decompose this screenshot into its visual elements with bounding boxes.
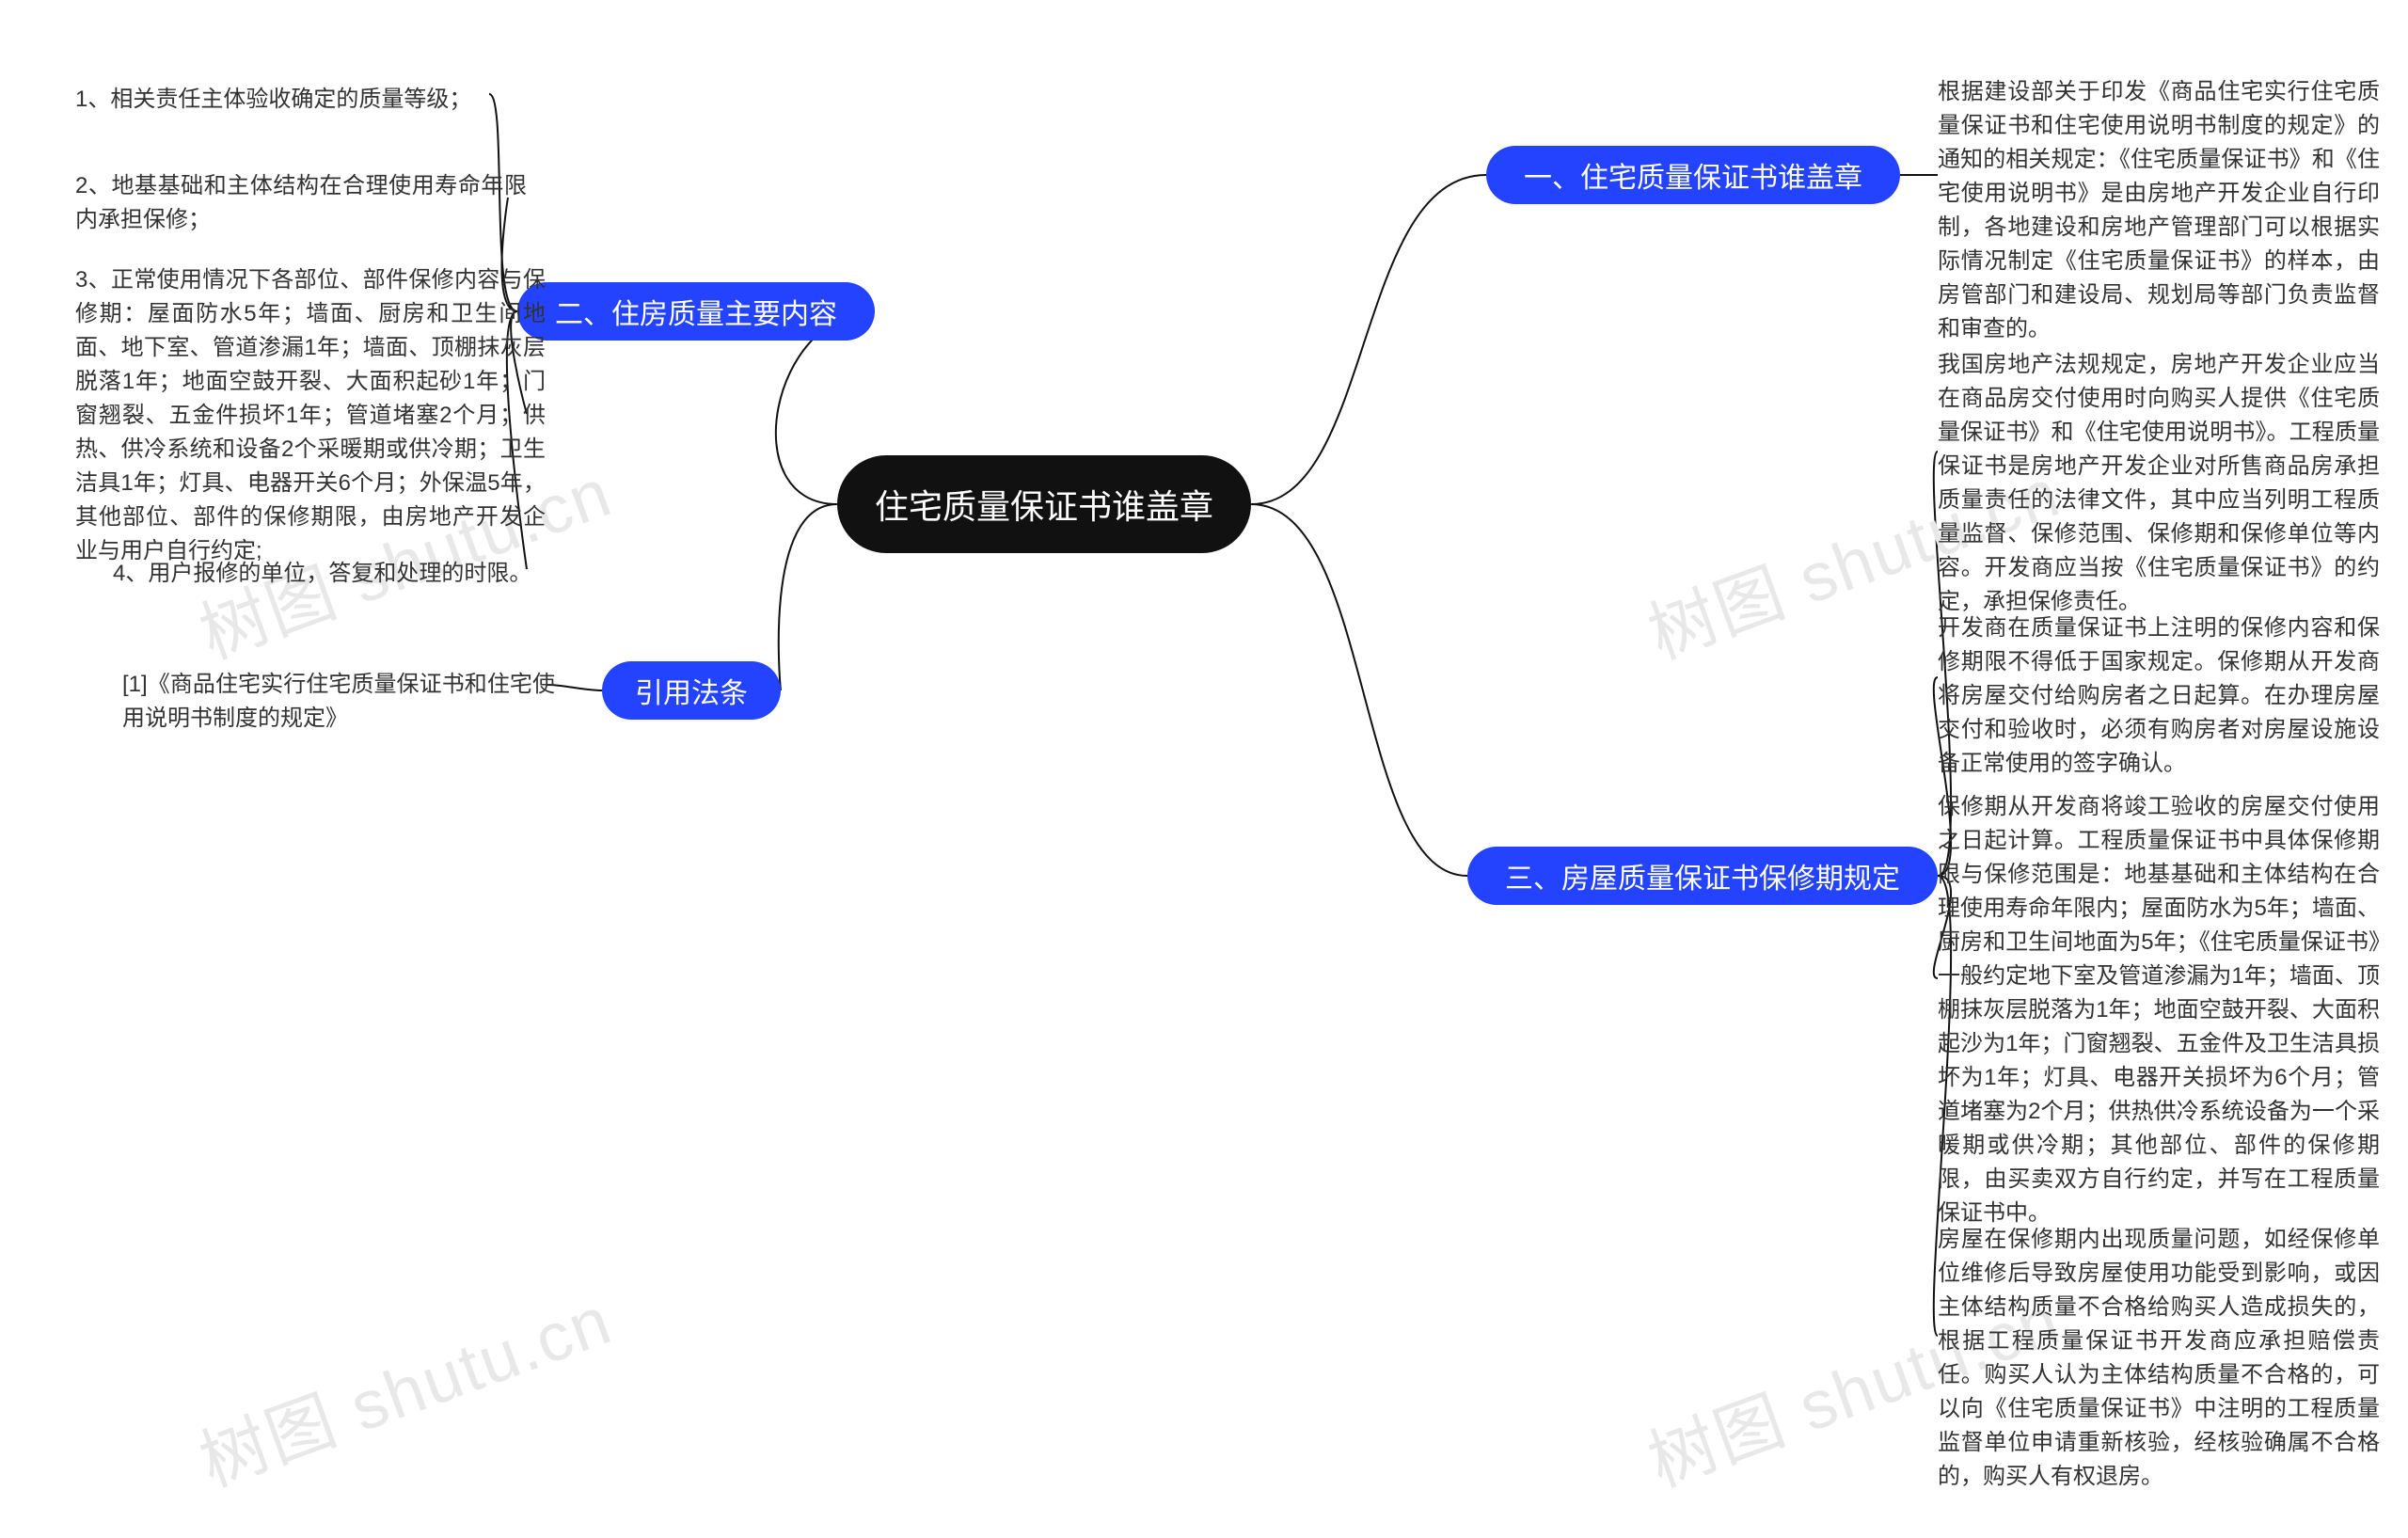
watermark: 树图 shutu.cn xyxy=(184,1265,623,1505)
branch-node-l2[interactable]: 二、住房质量主要内容 xyxy=(517,282,875,341)
leaf-text: [1]《商品住宅实行住宅质量保证书和住宅使用说明书制度的规定》 xyxy=(122,668,555,736)
leaf-text: 4、用户报修的单位，答复和处理的时限。 xyxy=(113,557,546,591)
branch-node-r1[interactable]: 一、住宅质量保证书谁盖章 xyxy=(1486,146,1900,204)
edge xyxy=(779,504,837,690)
edge xyxy=(1251,504,1467,876)
leaf-text: 3、正常使用情况下各部位、部件保修内容与保修期：屋面防水5年；墙面、厨房和卫生间… xyxy=(75,263,546,568)
edge xyxy=(1251,175,1486,504)
mindmap-canvas: 树图 shutu.cn 树图 shutu.cn 树图 shutu.cn 树图 s… xyxy=(0,0,2408,1538)
leaf-text: 房屋在保修期内出现质量问题，如经保修单位维修后导致房屋使用功能受到影响，或因主体… xyxy=(1938,1223,2380,1494)
edge xyxy=(547,685,602,690)
leaf-text: 我国房地产法规规定，房地产开发企业应当在商品房交付使用时向购买人提供《住宅质量保… xyxy=(1938,348,2380,619)
branch-node-r3[interactable]: 三、房屋质量保证书保修期规定 xyxy=(1467,847,1938,905)
leaf-text: 开发商在质量保证书上注明的保修内容和保修期限不得低于国家规定。保修期从开发商将房… xyxy=(1938,611,2380,781)
leaf-text: 2、地基基础和主体结构在合理使用寿命年限内承担保修； xyxy=(75,169,527,237)
root-node[interactable]: 住宅质量保证书谁盖章 xyxy=(837,455,1251,553)
leaf-text: 根据建设部关于印发《商品住宅实行住宅质量保证书和住宅使用说明书制度的规定》的通知… xyxy=(1938,75,2380,346)
leaf-text: 1、相关责任主体验收确定的质量等级； xyxy=(75,83,527,117)
leaf-text: 保修期从开发商将竣工验收的房屋交付使用之日起计算。工程质量保证书中具体保修期限与… xyxy=(1938,790,2380,1230)
branch-node-ref[interactable]: 引用法条 xyxy=(602,661,781,720)
